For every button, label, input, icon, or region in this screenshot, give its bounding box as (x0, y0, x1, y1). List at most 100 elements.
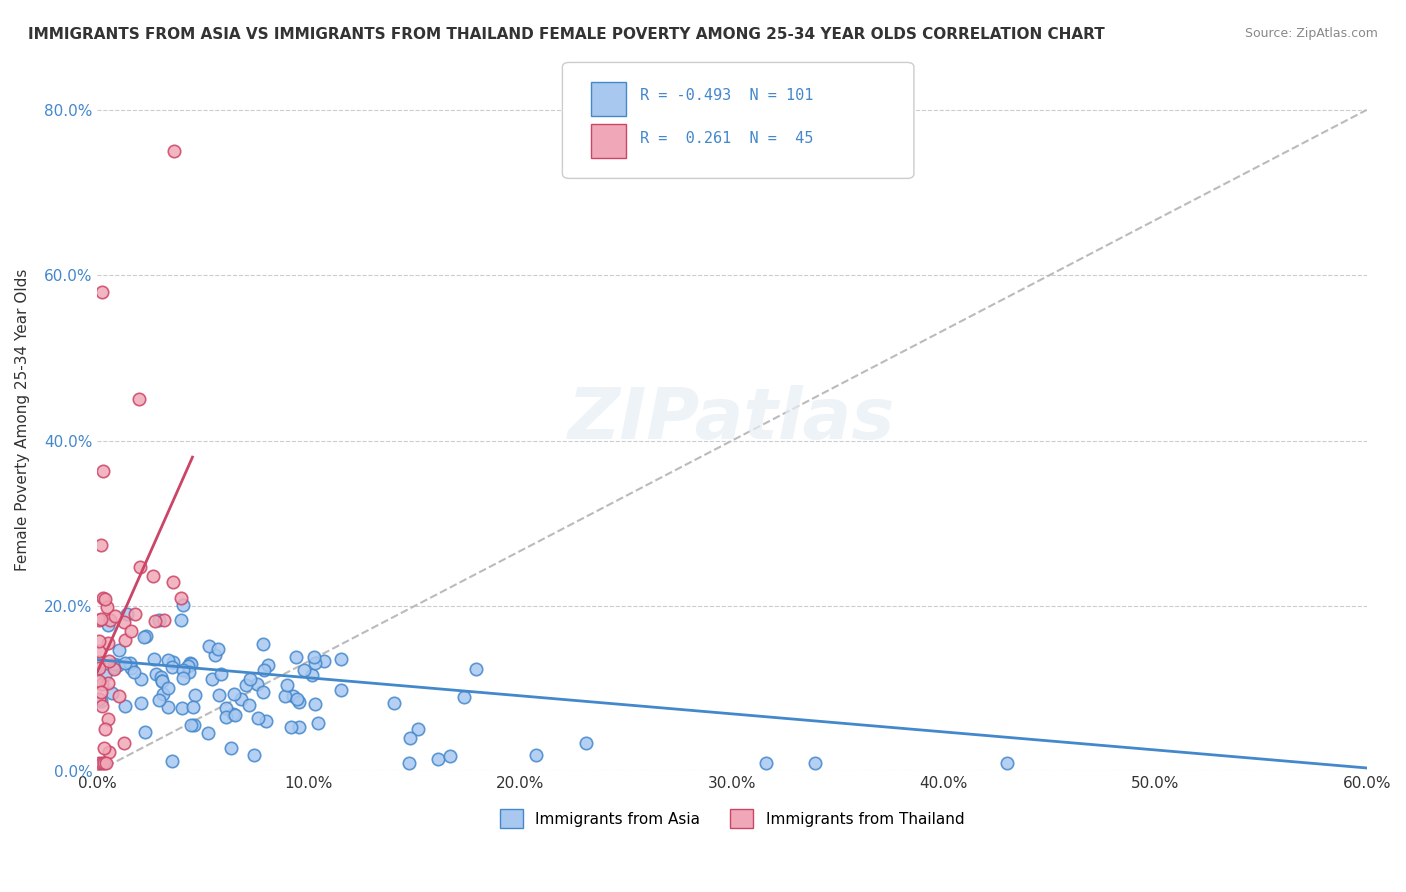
Point (108, 642, 131, 657)
Point (406, 722, 429, 736)
Point (104, 608, 127, 623)
Text: R = -0.493  N = 101: R = -0.493 N = 101 (640, 88, 813, 103)
Legend: Immigrants from Asia, Immigrants from Thailand: Immigrants from Asia, Immigrants from Th… (494, 803, 970, 834)
Point (97, 635, 120, 649)
Point (89, 691, 111, 706)
Point (755, 756, 778, 770)
Point (118, 656, 141, 670)
Point (162, 574, 184, 589)
Point (180, 657, 202, 671)
Point (135, 629, 157, 643)
Point (254, 714, 277, 728)
Point (134, 725, 156, 739)
Point (170, 700, 193, 714)
Point (304, 697, 326, 711)
Point (439, 749, 461, 764)
Text: ZIPatlas: ZIPatlas (568, 385, 896, 454)
Point (399, 731, 422, 746)
Point (215, 710, 238, 724)
Point (219, 740, 242, 755)
Point (398, 756, 420, 770)
Point (281, 689, 304, 703)
Point (90, 684, 112, 698)
Point (170, 591, 193, 605)
Point (426, 752, 449, 766)
Point (465, 661, 488, 675)
Point (122, 665, 145, 680)
Point (201, 672, 224, 686)
Point (149, 670, 172, 684)
Point (90, 285, 112, 299)
Point (224, 707, 246, 722)
Point (107, 690, 129, 704)
Point (160, 754, 183, 768)
Point (273, 690, 295, 704)
Point (208, 688, 231, 702)
Point (148, 693, 170, 707)
Point (238, 698, 260, 712)
Point (89, 613, 111, 627)
Point (197, 726, 219, 740)
Point (120, 661, 142, 675)
Point (177, 659, 200, 673)
Text: IMMIGRANTS FROM ASIA VS IMMIGRANTS FROM THAILAND FEMALE POVERTY AMONG 25-34 YEAR: IMMIGRANTS FROM ASIA VS IMMIGRANTS FROM … (28, 27, 1105, 42)
Point (172, 672, 194, 686)
Point (330, 652, 353, 666)
Point (103, 662, 125, 676)
Point (229, 692, 252, 706)
Point (91, 591, 114, 605)
Point (157, 681, 180, 695)
Point (120, 624, 142, 639)
Point (180, 717, 202, 731)
Point (124, 607, 146, 621)
Point (107, 657, 129, 672)
Point (128, 560, 150, 574)
Point (207, 642, 229, 657)
Point (453, 690, 475, 704)
Point (91, 464, 114, 478)
Point (90, 538, 112, 552)
Point (142, 569, 165, 583)
Point (204, 648, 226, 662)
Point (90, 677, 112, 691)
Text: R =  0.261  N =  45: R = 0.261 N = 45 (640, 131, 813, 145)
Point (114, 699, 136, 714)
Point (89, 756, 111, 770)
Point (181, 700, 204, 714)
Point (184, 688, 207, 702)
Point (114, 656, 136, 670)
Point (96, 756, 118, 770)
Point (97, 712, 120, 726)
Point (148, 613, 170, 627)
Point (112, 735, 135, 749)
Point (90, 699, 112, 714)
Point (803, 756, 825, 770)
Point (183, 718, 205, 732)
Point (89, 634, 111, 648)
Point (143, 614, 166, 628)
Point (169, 613, 191, 627)
Point (301, 668, 323, 682)
Point (93, 756, 115, 770)
Point (256, 657, 278, 672)
Point (89, 655, 111, 669)
Point (150, 674, 173, 689)
Point (157, 653, 180, 667)
Point (115, 607, 138, 622)
Point (285, 650, 308, 665)
Point (89, 661, 111, 675)
Point (246, 677, 269, 691)
Point (302, 650, 325, 665)
Point (162, 656, 184, 670)
Point (292, 663, 315, 677)
Point (285, 692, 308, 706)
Point (132, 630, 155, 644)
Point (100, 613, 122, 627)
Point (252, 685, 274, 699)
Text: Source: ZipAtlas.com: Source: ZipAtlas.com (1244, 27, 1378, 40)
Point (97, 618, 120, 632)
Point (162, 145, 184, 159)
Point (312, 654, 335, 668)
Point (307, 715, 329, 730)
Point (222, 687, 245, 701)
